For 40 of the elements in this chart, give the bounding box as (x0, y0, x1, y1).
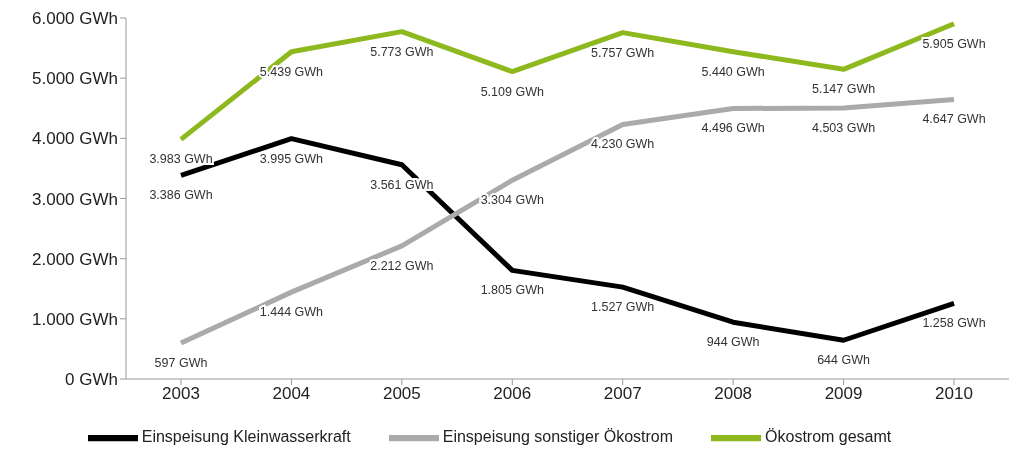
y-tick-label: 3.000 GWh (32, 189, 118, 209)
x-tick-label: 2010 (935, 384, 973, 404)
y-tick-label: 6.000 GWh (32, 9, 118, 29)
data-label: 1.805 GWh (480, 283, 544, 298)
data-label: 5.109 GWh (480, 84, 544, 99)
data-label: 5.905 GWh (922, 36, 986, 51)
data-label: 3.304 GWh (480, 193, 544, 208)
data-label: 644 GWh (817, 353, 871, 368)
x-tick-label: 2004 (272, 384, 311, 404)
x-tick-label: 2005 (382, 384, 421, 404)
data-label: 4.496 GWh (701, 121, 765, 136)
data-label: 4.230 GWh (591, 137, 655, 152)
data-label: 2.212 GWh (370, 258, 434, 273)
x-tick-label: 2006 (493, 384, 532, 404)
data-label: 1.258 GWh (922, 316, 986, 331)
data-label: 3.983 GWh (149, 152, 213, 167)
data-label: 3.386 GWh (149, 188, 213, 203)
data-label: 1.444 GWh (259, 305, 324, 320)
legend-label: Einspeisung sonstiger Ökostrom (442, 428, 674, 446)
data-label: 5.440 GWh (701, 64, 765, 79)
data-label: 5.757 GWh (591, 45, 655, 60)
y-tick-label: 2.000 GWh (32, 249, 118, 269)
data-label: 944 GWh (706, 335, 760, 350)
x-tick-label: 2008 (714, 384, 753, 404)
data-label: 597 GWh (154, 356, 208, 371)
x-tick-label: 2009 (824, 384, 863, 404)
y-tick-label: 4.000 GWh (32, 129, 118, 149)
data-label: 4.503 GWh (811, 121, 876, 136)
data-label: 4.647 GWh (922, 112, 986, 127)
y-tick-label: 1.000 GWh (32, 309, 118, 329)
data-label: 5.773 GWh (370, 44, 434, 59)
data-label: 5.147 GWh (811, 82, 876, 97)
y-tick-label: 5.000 GWh (32, 69, 118, 89)
legend-label: Ökostrom gesamt (765, 428, 892, 446)
y-tick-label: 0 GWh (65, 370, 118, 390)
x-tick-label: 2003 (162, 384, 200, 404)
x-tick-label: 2007 (603, 384, 642, 404)
data-label: 1.527 GWh (591, 300, 655, 315)
data-label: 3.995 GWh (259, 151, 324, 166)
legend-label: Einspeisung Kleinwasserkraft (141, 428, 351, 446)
